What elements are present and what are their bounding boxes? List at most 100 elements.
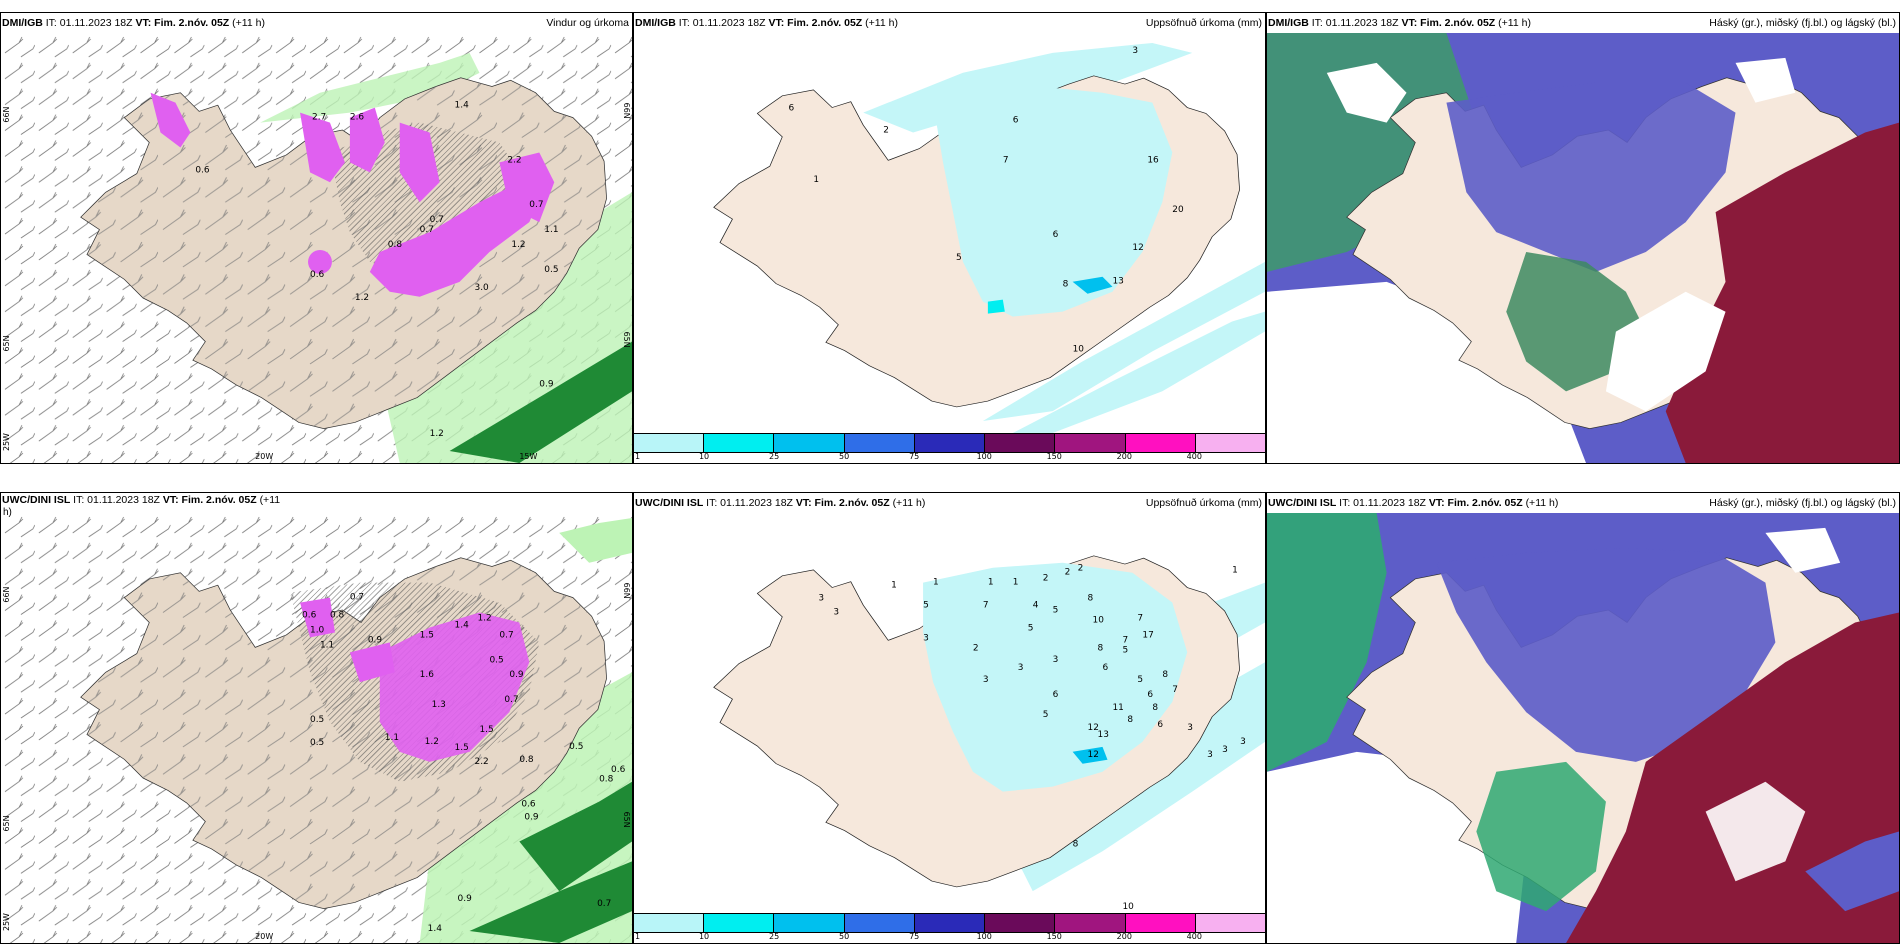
colorbar-cell (914, 914, 986, 932)
colorbar-cell (1125, 434, 1196, 452)
accum-label: 3 (1132, 46, 1138, 56)
precip-label: 0.5 (310, 738, 324, 748)
accum-label: 11 (1112, 703, 1123, 713)
accum-label: 5 (1122, 645, 1128, 655)
precip-label: 0.7 (499, 630, 513, 640)
precip-label: 1.1 (544, 225, 558, 235)
precip-label: 1.5 (455, 743, 469, 753)
accum-label: 3 (1240, 737, 1246, 747)
precip-label: 1.5 (420, 630, 434, 640)
colorbar-tick: 25 (768, 452, 780, 461)
precip-label: 1.2 (430, 429, 444, 439)
precip-label: 3.0 (474, 283, 489, 293)
precip-labels: 0.6 0.7 0.8 1.0 0.9 1.1 1.5 1.4 1.2 0.7 … (302, 593, 626, 934)
accum-label: 3 (923, 633, 929, 643)
lon-label: 15W (519, 452, 537, 461)
accum-label: 1 (891, 581, 897, 591)
accum-label: 17 (1142, 630, 1153, 640)
panel-title: DMI/IGB IT: 01.11.2023 18Z VT: Fim. 2.nó… (634, 13, 1265, 33)
accum-label: 8 (1162, 670, 1168, 680)
colorbar-cell (1125, 914, 1196, 932)
accum-label: 2 (973, 643, 979, 653)
map-area (1267, 513, 1899, 943)
lat-label: 66N (622, 103, 631, 119)
colorbar-tick: 200 (1116, 932, 1132, 941)
accum-label: 10 (1093, 615, 1105, 625)
map-panel-wind-precip-uwc: UWC/DINI ISL IT: 01.11.2023 18Z VT: Fim.… (0, 492, 633, 944)
precip-label: 2.7 (312, 113, 326, 123)
accum-label: 12 (1132, 243, 1143, 253)
colorbar-cell (774, 434, 845, 452)
colorbar-cell (1055, 914, 1126, 932)
map-panel-accum-precip-uwc: UWC/DINI ISL IT: 01.11.2023 18Z VT: Fim.… (633, 492, 1266, 944)
colorbar-tick: 200 (1116, 452, 1132, 461)
panel-title: DMI/IGB IT: 01.11.2023 18Z VT: Fim. 2.nó… (1267, 13, 1899, 33)
accum-label: 3 (1053, 655, 1059, 665)
accum-label: 5 (1028, 623, 1034, 633)
precip-label: 0.9 (509, 670, 524, 680)
iceland-map-accum: 3 6 2 6 7 1 16 20 6 12 5 13 8 10 (713, 42, 1265, 433)
lat-label: 65N (2, 815, 11, 831)
colorbar-tick: 100 (976, 932, 992, 941)
precip-label: 1.6 (420, 670, 435, 680)
precip-label: 0.7 (529, 200, 543, 210)
accum-label: 5 (1053, 606, 1059, 616)
accum-label: 3 (1018, 663, 1024, 673)
accum-label: 6 (1053, 690, 1059, 700)
colorbar-cell (704, 434, 775, 452)
colorbar-tick: 400 (1186, 932, 1202, 941)
precip-label: 0.5 (544, 265, 558, 275)
accum-label: 1 (988, 578, 994, 588)
accum-label: 13 (1098, 730, 1109, 740)
accum-label: 2 (883, 126, 889, 136)
lat-label: 66N (2, 106, 11, 122)
precip-label: 0.7 (420, 225, 434, 235)
precip-label: 0.6 (310, 270, 325, 280)
iceland-map-clouds-uwc (1267, 513, 1899, 943)
colorbar-tick: 100 (976, 452, 992, 461)
precip-label: 1.5 (479, 725, 493, 735)
accum-label: 3 (1207, 750, 1213, 760)
accum-label: 1 (933, 578, 939, 588)
panel-title: UWC/DINI ISL IT: 01.11.2023 18Z VT: Fim.… (1267, 493, 1899, 513)
accum-label: 6 (1157, 720, 1163, 730)
accum-label: 7 (1003, 155, 1009, 165)
accum-label: 8 (1073, 839, 1079, 849)
colorbar-cell (634, 914, 705, 932)
precip-label: 0.5 (489, 655, 503, 665)
colorbar-cell (774, 914, 845, 932)
lon-label: 25W (2, 433, 11, 451)
panel-subtitle: Háský (gr.), miðský (fj.bl.) og lágský (… (1709, 497, 1896, 509)
colorbar-tick: 1 (635, 932, 641, 941)
colorbar-tick: 10 (698, 932, 710, 941)
panel-subtitle: Háský (gr.), miðský (fj.bl.) og lágský (… (1709, 17, 1896, 29)
colorbar-tick: 75 (909, 452, 920, 461)
iceland-map-clouds (1267, 33, 1899, 463)
lat-label: 65N (2, 335, 11, 351)
axis-labels: 66N 65N 20W 25W 66N 65N (2, 583, 631, 941)
axis-labels: 66N 65N 20W 15W 25W 66N 65N (2, 103, 631, 461)
precip-label: 0.6 (195, 165, 210, 175)
colorbar-cells (634, 913, 1265, 933)
colorbar-cell (1195, 914, 1265, 932)
accum-label: 2 (1043, 574, 1049, 584)
colorbar-cell (634, 434, 705, 452)
precip-label: 1.2 (355, 293, 369, 303)
precip-label: 0.8 (599, 775, 614, 785)
precip-label: 2.2 (507, 155, 521, 165)
panel-subtitle: Uppsöfnuð úrkoma (mm) (1145, 17, 1262, 29)
accum-label: 20 (1172, 205, 1184, 215)
accum-label: 13 (1112, 277, 1123, 287)
colorbar-tick: 50 (839, 932, 850, 941)
precip-label: 0.6 (521, 800, 536, 810)
accum-label: 3 (1222, 745, 1228, 755)
precip-label: 1.3 (432, 700, 446, 710)
accum-label: 1 (813, 175, 819, 185)
precip-label: 0.9 (539, 379, 554, 389)
precip-label: 0.8 (519, 755, 534, 765)
accum-label: 3 (833, 607, 839, 617)
accum-label: 8 (1063, 280, 1069, 290)
colorbar-cell (704, 914, 775, 932)
map-area (1267, 33, 1899, 463)
precip-label: 0.9 (524, 813, 539, 823)
